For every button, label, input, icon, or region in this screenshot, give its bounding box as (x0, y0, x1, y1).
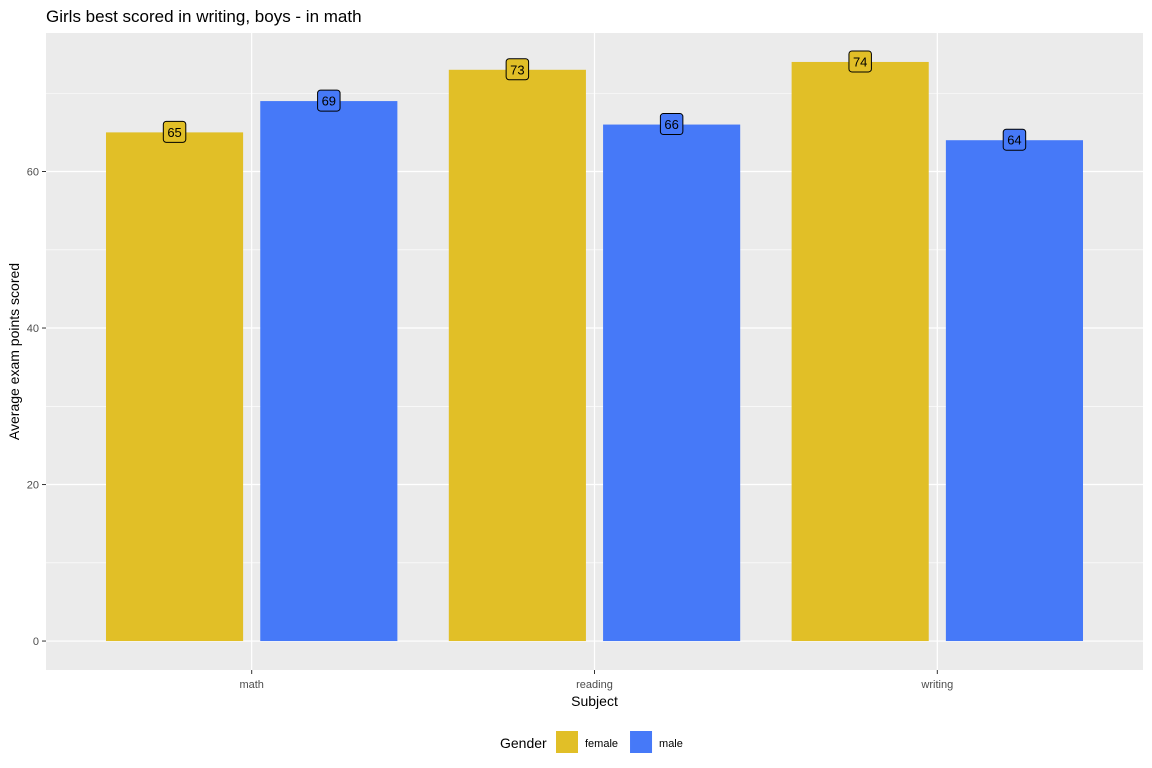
legend-title: Gender (500, 735, 547, 751)
data-label-text: 69 (322, 94, 336, 109)
chart-title: Girls best scored in writing, boys - in … (46, 7, 362, 26)
data-label-text: 73 (510, 62, 524, 77)
y-tick-label: 0 (33, 636, 39, 648)
data-label-text: 64 (1007, 133, 1021, 148)
data-label-female-writing: 74 (848, 50, 872, 73)
legend-key-male (630, 731, 653, 753)
data-label-box (659, 113, 684, 136)
x-axis-ticks: math reading writing (239, 670, 953, 691)
legend-label-male: male (659, 738, 683, 750)
x-axis-title: Subject (571, 693, 618, 709)
y-tick-label: 60 (27, 167, 39, 179)
x-tick-label: math (239, 679, 263, 691)
y-tick-label: 40 (27, 323, 39, 335)
x-tick-label: writing (920, 679, 953, 691)
legend-label-female: female (585, 738, 618, 750)
legend: Gender female male (500, 731, 683, 753)
data-label-text: 65 (167, 125, 181, 140)
data-labels-group: 65 69 73 66 74 64 (162, 50, 1027, 151)
bar-male-math (260, 101, 398, 642)
data-label-female-reading: 73 (505, 58, 530, 81)
bars-group (105, 61, 1084, 642)
bar-male-writing (945, 140, 1084, 642)
data-label-female-math: 65 (162, 120, 187, 143)
y-axis-ticks: 0 20 40 60 (27, 167, 46, 648)
data-label-male-reading: 66 (659, 113, 684, 136)
data-label-box (1002, 128, 1027, 151)
bar-male-reading (603, 124, 741, 642)
data-label-box (505, 58, 530, 81)
data-label-box (162, 120, 187, 143)
bar-female-math (105, 132, 244, 642)
data-label-box (848, 50, 872, 73)
data-label-male-writing: 64 (1002, 128, 1027, 151)
legend-key-female (556, 731, 578, 753)
x-tick-label: reading (576, 679, 613, 691)
bar-female-reading (448, 69, 586, 642)
data-label-text: 74 (853, 54, 867, 69)
data-label-text: 66 (664, 117, 678, 132)
data-label-box (317, 89, 341, 112)
y-axis-title: Average exam points scored (6, 263, 22, 440)
bar-female-writing (791, 61, 929, 642)
data-label-male-math: 69 (317, 89, 341, 112)
y-tick-label: 20 (27, 480, 39, 492)
legend-keys: female male (556, 731, 683, 753)
